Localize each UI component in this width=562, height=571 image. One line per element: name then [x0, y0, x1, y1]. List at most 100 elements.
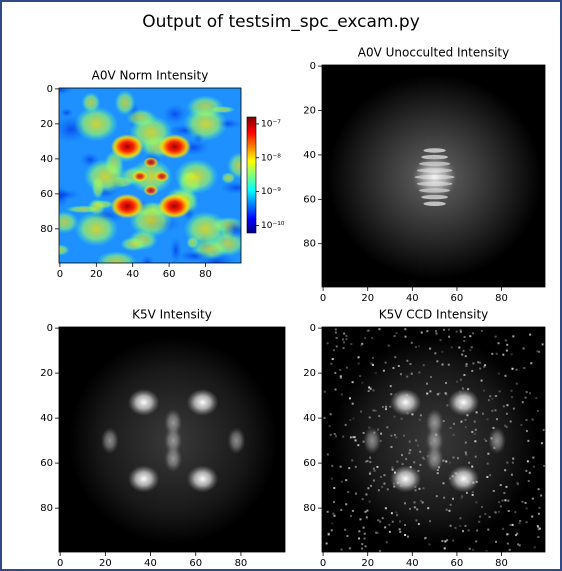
image-feature: [364, 538, 366, 540]
image-feature: [369, 416, 371, 418]
image-feature: [474, 421, 476, 423]
image-feature: [532, 419, 534, 421]
panel-title: K5V CCD Intensity: [379, 308, 489, 322]
image-feature: [479, 368, 481, 370]
image-feature: [378, 415, 380, 417]
image-feature: [382, 406, 384, 408]
image-feature: [537, 525, 539, 527]
image-feature: [445, 382, 447, 384]
image-feature: [453, 456, 455, 458]
image-feature: [360, 344, 362, 346]
image-feature: [450, 525, 452, 527]
image-feature: [177, 250, 211, 261]
image-feature: [489, 395, 491, 397]
image-feature: [340, 466, 342, 468]
image-feature: [461, 495, 463, 497]
image-feature: [437, 472, 439, 474]
image-feature: [368, 390, 370, 392]
image-feature: [486, 476, 488, 478]
image-feature: [333, 487, 335, 489]
image-feature: [531, 516, 533, 518]
image-feature: [472, 491, 474, 493]
image-feature: [465, 426, 467, 428]
image-feature: [388, 524, 390, 526]
image-feature: [453, 423, 455, 425]
image: [322, 65, 545, 287]
image-feature: [532, 457, 534, 459]
image-feature: [529, 334, 531, 336]
image-feature: [364, 337, 366, 339]
image-feature: [331, 529, 333, 531]
image-feature: [332, 513, 334, 515]
image-feature: [409, 441, 411, 443]
image-feature: [394, 434, 396, 436]
image-feature: [390, 446, 392, 448]
y-tick-label: 60: [40, 189, 53, 200]
image-feature: [516, 383, 518, 385]
image-feature: [409, 449, 411, 451]
image-feature: [512, 462, 514, 464]
image-feature: [448, 465, 479, 492]
image-feature: [395, 436, 397, 438]
x-tick-label: 80: [495, 558, 508, 569]
image-feature: [518, 522, 520, 524]
image-feature: [328, 533, 330, 535]
image-feature: [361, 382, 363, 384]
image-feature: [501, 500, 503, 502]
image-feature: [476, 530, 478, 532]
image-feature: [451, 346, 453, 348]
image-feature: [464, 336, 466, 338]
image-feature: [481, 506, 483, 508]
image-feature: [500, 505, 502, 507]
image-feature: [331, 522, 333, 524]
image-feature: [471, 431, 473, 433]
image-feature: [507, 500, 509, 502]
image-feature: [476, 411, 478, 413]
image-feature: [533, 466, 535, 468]
image-feature: [420, 500, 422, 502]
image-feature: [364, 533, 366, 535]
image-feature: [376, 466, 378, 468]
image-feature: [344, 529, 346, 531]
image-feature: [324, 417, 326, 419]
image-feature: [465, 419, 467, 421]
image-feature: [465, 452, 467, 454]
image-feature: [406, 360, 408, 362]
image-feature: [466, 363, 468, 365]
image-feature: [428, 543, 430, 545]
image-feature: [511, 396, 513, 398]
image-feature: [517, 483, 519, 485]
image-feature: [383, 483, 385, 485]
image-feature: [392, 469, 394, 471]
image-feature: [429, 390, 431, 392]
image-feature: [526, 521, 528, 523]
image-feature: [373, 479, 375, 481]
x-tick-label: 0: [57, 269, 63, 280]
image-feature: [101, 427, 119, 454]
image-feature: [346, 535, 348, 537]
image-feature: [128, 465, 160, 492]
image-feature: [503, 405, 505, 407]
image-feature: [380, 433, 382, 435]
image-feature: [418, 371, 420, 373]
y-tick-label: 40: [303, 413, 316, 424]
image-feature: [452, 540, 454, 542]
image-feature: [350, 515, 352, 517]
image-feature: [415, 519, 417, 521]
image-feature: [404, 502, 406, 504]
image-feature: [511, 368, 513, 370]
y-tick-label: 0: [310, 323, 316, 334]
image-feature: [327, 511, 329, 513]
image-feature: [385, 362, 387, 364]
image-feature: [425, 537, 427, 539]
image-feature: [334, 433, 336, 435]
image-feature: [496, 418, 498, 420]
image-feature: [411, 373, 413, 375]
image: [59, 327, 285, 552]
image-feature: [482, 413, 484, 415]
image-feature: [375, 532, 377, 534]
image-feature: [423, 202, 445, 206]
x-tick-label: 0: [320, 293, 326, 304]
image-feature: [502, 354, 504, 356]
image-feature: [498, 511, 500, 513]
